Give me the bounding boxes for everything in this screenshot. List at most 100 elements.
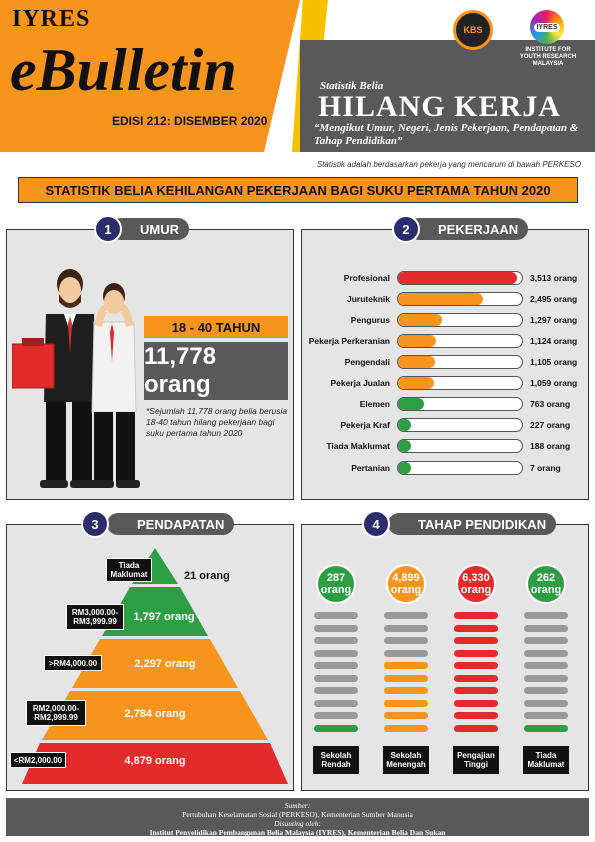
edu-level-bar [384, 712, 428, 719]
job-bar-track [397, 461, 523, 475]
job-label: Elemen [359, 399, 390, 409]
job-bar-track [397, 313, 523, 327]
job-value: 188 orang [530, 441, 571, 451]
job-bar-track [397, 334, 523, 348]
income-label-rm4000: >RM4,000.00 [44, 655, 102, 671]
job-value: 7 orang [530, 463, 561, 473]
edu-level-bar [524, 687, 568, 694]
iyres-logo-text: IYRES [534, 22, 560, 32]
job-bar-fill [398, 377, 434, 389]
job-bar-track [397, 418, 523, 432]
edu-level-bar [454, 699, 498, 707]
job-bar-fill [398, 293, 483, 305]
section-umur-title: UMUR [110, 218, 189, 240]
job-label: Tiada Maklumat [326, 441, 390, 451]
age-note: *Sejumlah 11,778 orang belia berusia 18-… [146, 406, 288, 438]
brand-small: IYRES [12, 6, 91, 32]
edu-level-bar [454, 662, 498, 669]
edu-level-bar [524, 699, 568, 707]
section-pendapatan-title: PENDAPATAN [107, 513, 235, 535]
job-label: Juruteknik [347, 294, 390, 304]
job-bar-track [397, 397, 523, 411]
footer-source-label: Sumber: [284, 801, 311, 810]
header-gray-band [300, 40, 595, 152]
kbs-logo: KBS [453, 10, 493, 50]
income-label-tiada-maklumat: Tiada Maklumat [106, 558, 152, 582]
edu-level-bar [314, 624, 358, 632]
edu-level-bar [524, 624, 568, 632]
footer: Sumber: Pertubuhan Keselamatan Sosial (P… [6, 798, 589, 837]
footer-prepared-label: Disunting oleh: [274, 819, 321, 828]
edu-level-bar [314, 674, 358, 682]
job-bar-fill [398, 356, 436, 368]
age-range: 18 - 40 TAHUN [144, 316, 288, 338]
edu-level-bar [384, 612, 428, 619]
edu-level-bar [524, 712, 568, 719]
job-bar-track [397, 355, 523, 369]
edu-count-circle: 262 orang [526, 564, 566, 604]
edu-level-bar [454, 624, 498, 632]
edu-level-bar [384, 699, 428, 707]
edu-level-bar [384, 724, 428, 732]
job-bar-fill [398, 398, 424, 410]
kbs-logo-text: KBS [463, 25, 483, 35]
job-label: Pertanian [351, 463, 390, 473]
edu-level-bar [314, 662, 358, 669]
section-pendidikan-number: 4 [362, 510, 390, 538]
job-value: 2,495 orang [530, 294, 578, 304]
job-label: Pekerja Kraf [340, 420, 390, 430]
income-label-rm3000: RM3,000.00- RM3,999.99 [66, 604, 124, 630]
pyramid-tier-below-rm2000 [22, 743, 288, 784]
iyres-logo: IYRES [530, 10, 564, 44]
iyres-logo-caption: INSTITUTE FOR YOUTH RESEARCH MALAYSIA [519, 47, 577, 67]
pyramid-tier-rm2000 [42, 691, 268, 740]
pyramid-tier-rm4000 [72, 639, 238, 688]
job-bar-track [397, 271, 523, 285]
edu-label: Tiada Maklumat [523, 746, 569, 774]
age-total-count: 11,778 orang [144, 342, 288, 400]
edu-level-bar [384, 649, 428, 657]
edu-label: Sekolah Rendah [313, 746, 359, 774]
edu-level-bar [524, 724, 568, 732]
job-bar-fill [398, 440, 412, 452]
section-pendapatan-number: 3 [81, 510, 109, 538]
income-label-rm2000: RM2,000.00- RM2,999.99 [26, 700, 86, 726]
pyramid-tier-rm3000 [102, 587, 208, 636]
edu-level-bar [384, 674, 428, 682]
job-label: Pekerja Jualan [330, 378, 390, 388]
job-value: 227 orang [530, 420, 571, 430]
footer-source: Pertubuhan Keselamatan Sosial (PERKESO),… [182, 810, 413, 819]
job-bar-track [397, 376, 523, 390]
edu-level-bar [314, 649, 358, 657]
youth-illustration [12, 269, 140, 488]
edu-label: Pengajian Tinggi [453, 746, 499, 774]
income-pyramid [22, 548, 288, 784]
income-label-below-rm2000: <RM2,000.00 [10, 752, 66, 768]
job-value: 763 orang [530, 399, 571, 409]
income-value-below-rm2000: 4,879 orang [124, 755, 186, 767]
job-value: 1,124 orang [530, 336, 578, 346]
income-value-tiada-maklumat: 21 orang [184, 570, 230, 582]
edu-count-circle: 287 orang [316, 564, 356, 604]
edu-level-bar [524, 674, 568, 682]
section-pekerjaan-title: PEKERJAAN [408, 218, 529, 240]
job-value: 1,059 orang [530, 378, 578, 388]
edu-level-bar [524, 612, 568, 619]
edu-label: Sekolah Menengah [383, 746, 429, 774]
edu-level-bar [454, 612, 498, 619]
edu-level-bar [524, 649, 568, 657]
edu-level-bar [314, 724, 358, 732]
edu-level-bar [454, 724, 498, 732]
section-pekerjaan-number: 2 [392, 215, 420, 243]
job-bar-fill [398, 462, 412, 474]
edition-label: EDISI 212: DISEMBER 2020 [112, 114, 268, 128]
header-orange-band [0, 0, 300, 152]
edu-level-bar [454, 649, 498, 657]
edu-level-bar [524, 662, 568, 669]
edu-level-bar [384, 624, 428, 632]
edu-level-bar [384, 637, 428, 644]
edu-level-bar [314, 637, 358, 644]
income-value-rm4000: 2,297 orang [134, 658, 196, 670]
edu-level-bar [384, 687, 428, 694]
job-label: Profesional [343, 273, 390, 283]
